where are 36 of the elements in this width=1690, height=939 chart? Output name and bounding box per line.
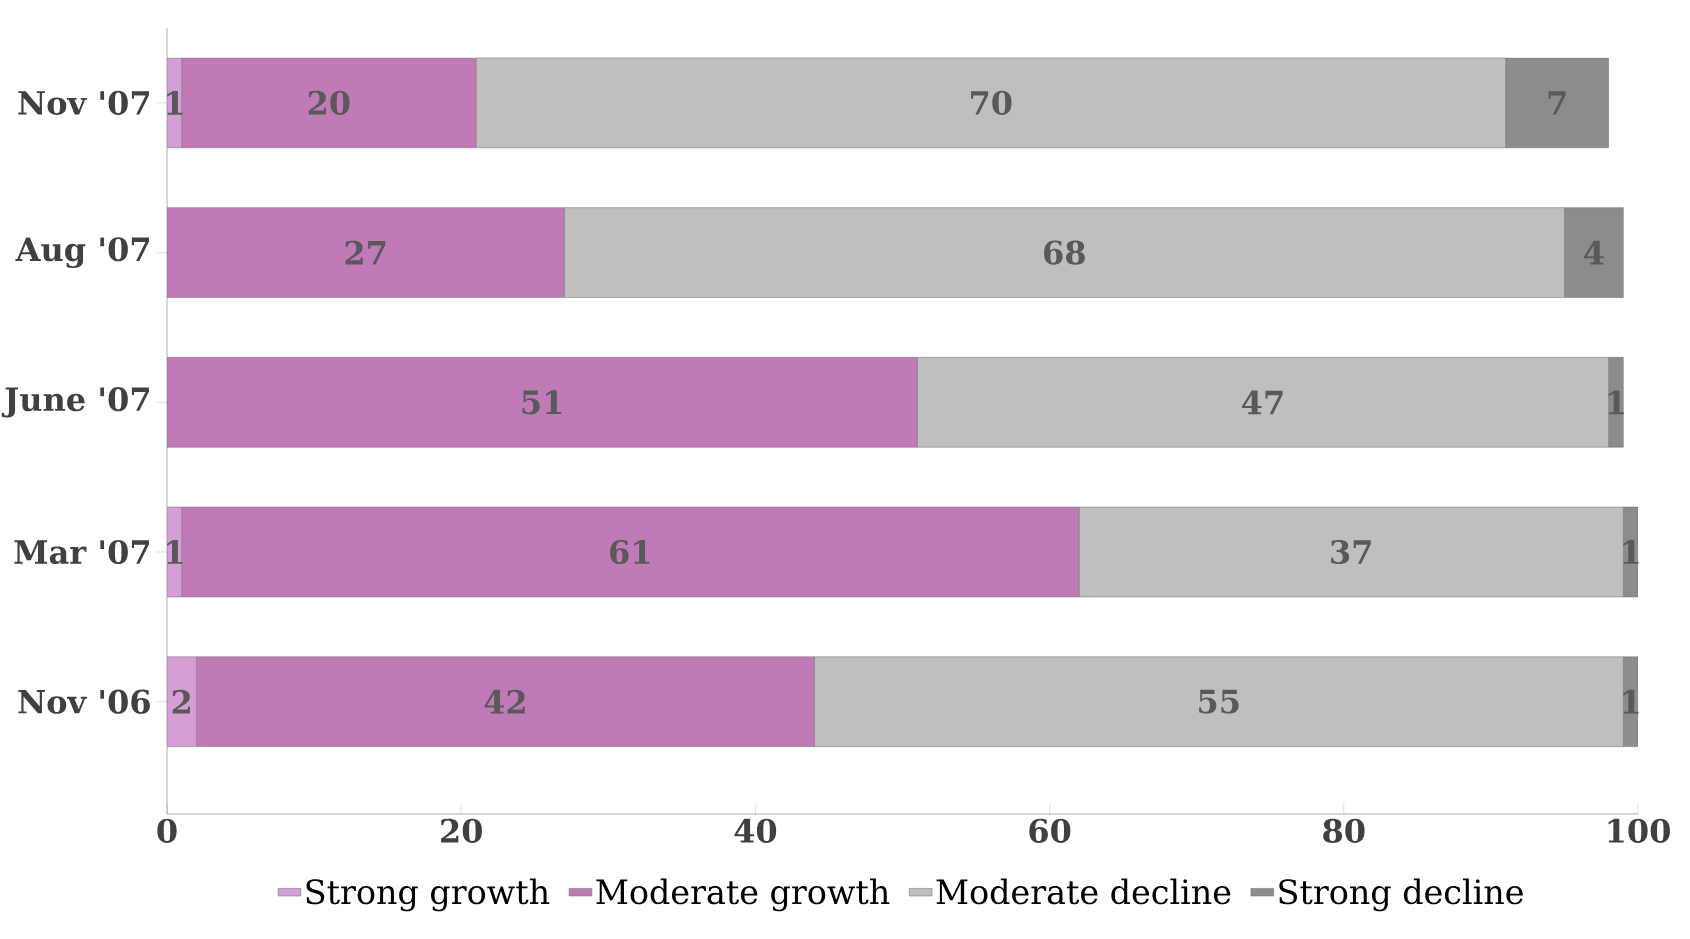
data-label: 55 [1199, 689, 1239, 714]
legend-label: Strong growth [306, 878, 550, 912]
bar [1505, 57, 1609, 149]
legend-label: Moderate growth [596, 878, 890, 912]
data-label: 42 [484, 689, 525, 714]
data-label: 51 [522, 390, 562, 415]
data-label: 27 [345, 240, 386, 265]
x-tick-label: 40 [734, 818, 777, 843]
x-tick-label: 80 [1323, 818, 1365, 843]
data-label: 61 [610, 539, 650, 565]
x-tick-label: 20 [441, 818, 482, 843]
data-label: 2 [172, 689, 190, 714]
data-label: 20 [308, 90, 350, 115]
data-label: 1 [167, 90, 183, 115]
data-label: 68 [1044, 240, 1085, 265]
bar [181, 57, 477, 149]
bar [167, 207, 565, 298]
data-label: 37 [1331, 539, 1371, 565]
bar [196, 656, 815, 747]
x-tick-label: 60 [1029, 818, 1071, 843]
y-tick-label: Aug '07 [15, 237, 149, 268]
y-tick-label: June '07 [1, 387, 149, 418]
legend-label: Strong decline [1279, 878, 1523, 912]
data-label: 1 [167, 540, 183, 564]
data-label: 47 [1241, 390, 1283, 415]
y-tick-label: Mar '07 [14, 539, 149, 565]
bar [1564, 207, 1624, 298]
data-label: 1 [1608, 390, 1624, 415]
x-tick-label: 100 [1608, 818, 1670, 843]
bar [181, 506, 1080, 598]
y-tick-label: Nov '07 [18, 90, 149, 115]
data-label: 70 [971, 90, 1012, 115]
y-tick-label: Nov '06 [18, 689, 150, 714]
bar [167, 357, 918, 448]
x-tick-label: 0 [157, 818, 177, 843]
legend-label: Moderate decline [936, 878, 1231, 905]
